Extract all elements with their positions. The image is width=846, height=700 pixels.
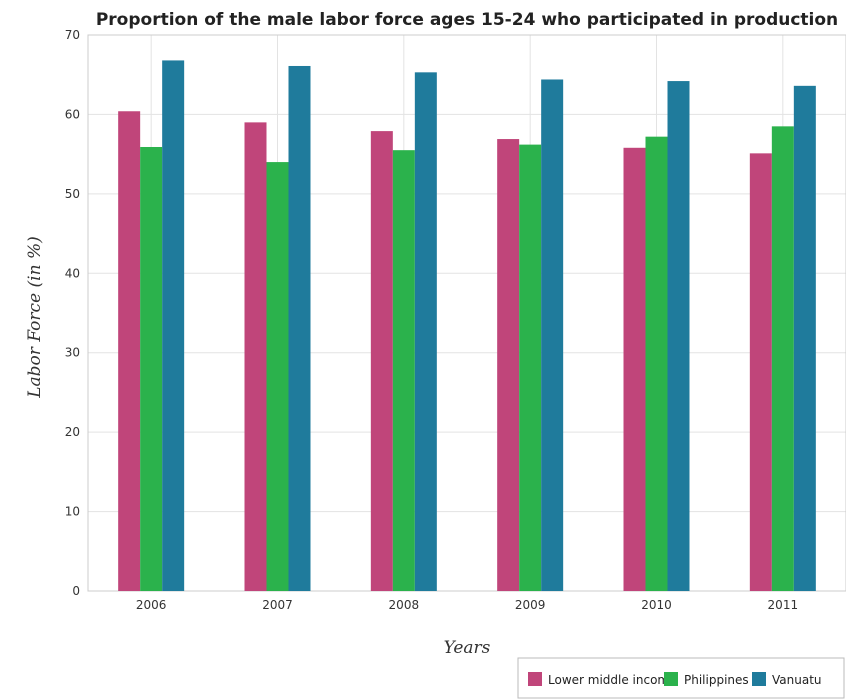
legend-swatch-lower-middle-income	[528, 672, 542, 686]
bar-lower-middle-income-2006	[118, 111, 141, 591]
bar-philippines-2007	[266, 162, 289, 592]
y-tick-label: 60	[65, 107, 80, 121]
y-axis-label: Labor Force (in %)	[25, 236, 45, 399]
plot-frame	[87, 34, 846, 592]
bar-lower-middle-income-2010	[623, 147, 646, 591]
x-tick-label: 2009	[515, 598, 546, 612]
bar-vanuatu-2009	[541, 79, 564, 591]
legend-label: Philippines	[684, 673, 749, 687]
y-tick-label: 30	[65, 346, 80, 360]
bar-lower-middle-income-2007	[244, 122, 267, 591]
bar-philippines-2009	[519, 144, 542, 591]
bar-vanuatu-2006	[162, 60, 185, 592]
legend-label: Lower middle income	[548, 673, 677, 687]
bar-lower-middle-income-2009	[497, 139, 520, 591]
bar-philippines-2011	[771, 126, 794, 591]
plot-area: 0 10 20 30 40 50 60 70 2006 2007 2008 2009 2010 2011	[65, 28, 846, 612]
y-tick-label: 70	[65, 28, 80, 42]
x-tick-label: 2010	[641, 598, 672, 612]
bar-vanuatu-2010	[667, 81, 690, 591]
bar-philippines-2006	[140, 146, 163, 591]
legend-swatch-vanuatu	[752, 672, 766, 686]
y-tick-label: 10	[65, 505, 80, 519]
bar-philippines-2008	[392, 150, 415, 591]
chart-title: Proportion of the male labor force ages …	[96, 10, 838, 30]
x-tick-label: 2007	[262, 598, 293, 612]
bar-lower-middle-income-2008	[370, 131, 393, 591]
bar-vanuatu-2007	[288, 65, 311, 591]
x-tick-label: 2008	[389, 598, 420, 612]
legend-swatch-philippines	[664, 672, 678, 686]
y-tick-label: 40	[65, 266, 80, 280]
legend-label: Vanuatu	[772, 673, 822, 687]
y-tick-label: 0	[72, 584, 80, 598]
x-tick-label: 2006	[136, 598, 167, 612]
x-tick-label: 2011	[768, 598, 799, 612]
y-tick-label: 20	[65, 425, 80, 439]
bar-lower-middle-income-2011	[749, 153, 772, 591]
bar-vanuatu-2011	[793, 85, 816, 591]
y-tick-label: 50	[65, 187, 80, 201]
legend-box	[517, 657, 845, 699]
bar-vanuatu-2008	[414, 72, 437, 592]
x-axis-label: Years	[444, 638, 491, 658]
bar-philippines-2010	[645, 136, 668, 591]
legend: Lower middle income Philippines Vanuatu	[517, 657, 845, 699]
